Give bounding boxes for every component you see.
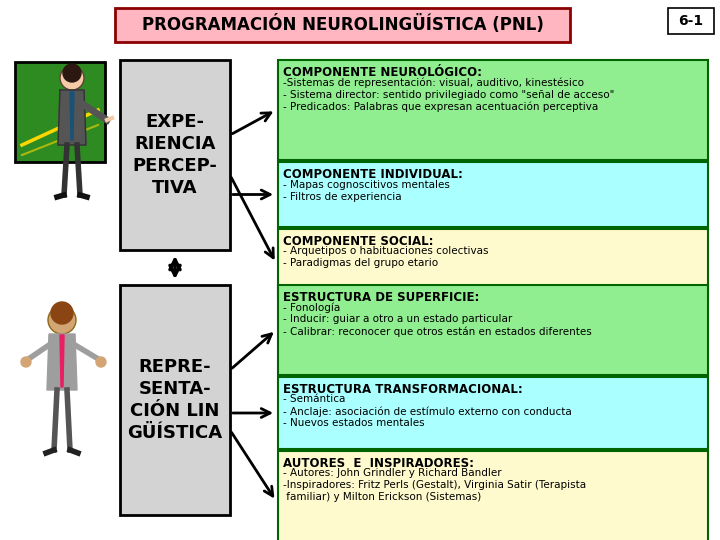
Bar: [278, 60, 708, 160]
Polygon shape: [47, 334, 77, 390]
Bar: [668, 8, 714, 34]
Text: -Inspiradores: Fritz Perls (Gestalt), Virginia Satir (Terapista: -Inspiradores: Fritz Perls (Gestalt), Vi…: [283, 481, 586, 490]
Text: - Filtros de experiencia: - Filtros de experiencia: [283, 192, 402, 201]
Bar: [120, 60, 230, 250]
Text: - Calibrar: reconocer que otros están en estados diferentes: - Calibrar: reconocer que otros están en…: [283, 327, 592, 337]
Text: 6-1: 6-1: [678, 14, 703, 28]
Text: ESTRUCTURA TRANSFORMACIONAL:: ESTRUCTURA TRANSFORMACIONAL:: [283, 383, 523, 396]
Bar: [278, 285, 708, 375]
Bar: [120, 285, 230, 515]
Text: COMPONENTE INDIVIDUAL:: COMPONENTE INDIVIDUAL:: [283, 168, 463, 181]
Text: EXPE-
RIENCIA
PERCEP-
TIVA: EXPE- RIENCIA PERCEP- TIVA: [132, 113, 217, 197]
Text: - Fonología: - Fonología: [283, 302, 341, 313]
Text: - Predicados: Palabras que expresan acentuación perceptiva: - Predicados: Palabras que expresan acen…: [283, 102, 598, 112]
Text: - Autores: John Grindler y Richard Bandler: - Autores: John Grindler y Richard Bandl…: [283, 469, 502, 478]
Text: ESTRUCTURA DE SUPERFICIE:: ESTRUCTURA DE SUPERFICIE:: [283, 291, 480, 304]
Text: - Paradigmas del grupo etario: - Paradigmas del grupo etario: [283, 259, 438, 268]
Bar: [278, 229, 708, 297]
Bar: [278, 377, 708, 449]
Text: COMPONENTE NEUROLÓGICO:: COMPONENTE NEUROLÓGICO:: [283, 66, 482, 79]
Text: - Mapas cognoscitivos mentales: - Mapas cognoscitivos mentales: [283, 179, 450, 190]
Circle shape: [96, 357, 106, 367]
Polygon shape: [70, 92, 74, 140]
Text: COMPONENTE SOCIAL:: COMPONENTE SOCIAL:: [283, 235, 433, 248]
Text: - Sistema director: sentido privilegiado como "señal de acceso": - Sistema director: sentido privilegiado…: [283, 90, 614, 99]
Polygon shape: [60, 335, 64, 387]
Text: PROGRAMACIÓN NEUROLINGÜÍSTICA (PNL): PROGRAMACIÓN NEUROLINGÜÍSTICA (PNL): [142, 16, 544, 35]
Circle shape: [51, 302, 73, 324]
Text: AUTORES  E  INSPIRADORES:: AUTORES E INSPIRADORES:: [283, 457, 474, 470]
Circle shape: [48, 306, 76, 334]
Circle shape: [63, 64, 81, 82]
Text: - Arquetipos o habituaciones colectivas: - Arquetipos o habituaciones colectivas: [283, 246, 488, 256]
Circle shape: [60, 66, 84, 90]
Text: - Inducir: guiar a otro a un estado particular: - Inducir: guiar a otro a un estado part…: [283, 314, 512, 325]
Text: -Sistemas de representación: visual, auditivo, kinestésico: -Sistemas de representación: visual, aud…: [283, 78, 584, 88]
Text: - Semántica: - Semántica: [283, 395, 346, 404]
Text: - Anclaje: asociación de estímulo externo con conducta: - Anclaje: asociación de estímulo extern…: [283, 407, 572, 417]
Bar: [115, 8, 570, 42]
Bar: [15, 62, 105, 162]
Text: familiar) y Milton Erickson (Sistemas): familiar) y Milton Erickson (Sistemas): [283, 492, 481, 503]
Bar: [278, 451, 708, 540]
Bar: [278, 162, 708, 227]
Text: - Nuevos estados mentales: - Nuevos estados mentales: [283, 418, 425, 429]
Text: REPRE-
SENTA-
CIÓN LIN
GÜÍSTICA: REPRE- SENTA- CIÓN LIN GÜÍSTICA: [127, 357, 222, 442]
Polygon shape: [58, 90, 86, 145]
Circle shape: [21, 357, 31, 367]
